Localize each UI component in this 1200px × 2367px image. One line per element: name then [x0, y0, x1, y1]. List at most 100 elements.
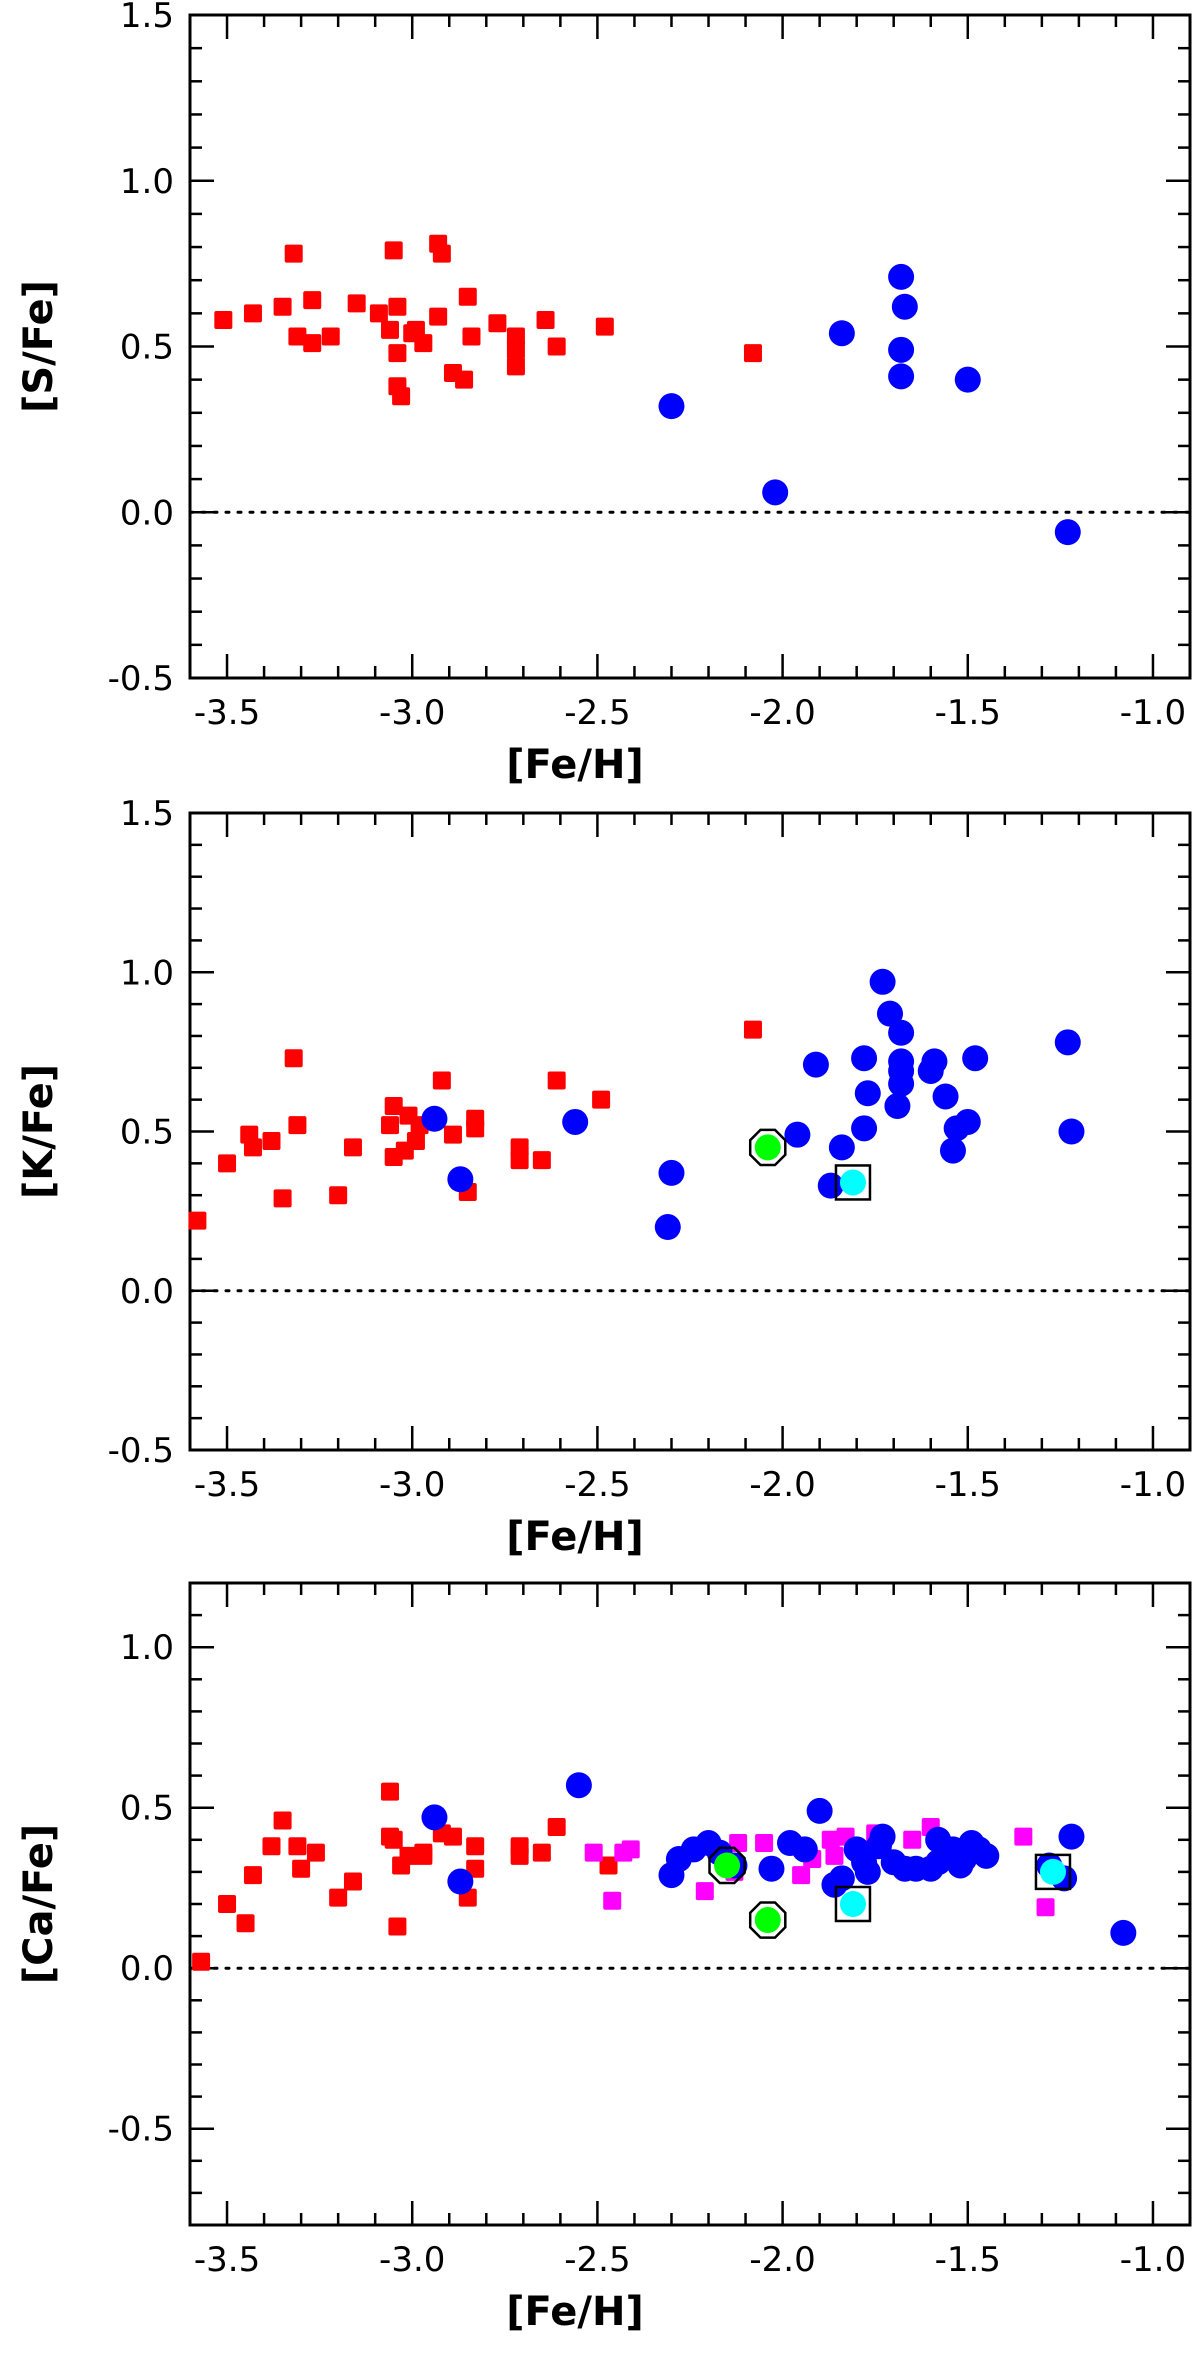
data-point [973, 1842, 1000, 1869]
x-tick-label: -1.0 [1120, 693, 1186, 733]
data-point [288, 1837, 307, 1856]
data-point [506, 340, 525, 359]
highlight-octagon [748, 1128, 787, 1167]
x-axis-label: [Fe/H] [506, 2289, 643, 2335]
data-point [262, 1132, 281, 1151]
x-tick-label: -2.0 [749, 693, 815, 733]
data-point [369, 304, 388, 323]
panel-2: -3.5 -3.0 -2.5 -2.0 -1.5 -1.0 -0.5 0.0 0.5 1.0 1.5… [16, 794, 1192, 1560]
data-point [466, 1119, 485, 1138]
x-tick-label: -1.5 [935, 2240, 1001, 2280]
data-point [414, 1843, 433, 1862]
data-point [584, 1843, 603, 1862]
data-point [854, 1858, 881, 1885]
series-4-circle [834, 1853, 1072, 1923]
data-point [1054, 519, 1081, 546]
data-point [443, 1125, 462, 1144]
data-point [381, 320, 399, 339]
x-tick-label: -1.0 [1120, 2240, 1186, 2280]
data-point [532, 1151, 551, 1170]
data-point [821, 1830, 840, 1849]
panel-3: -3.5 -3.0 -2.5 -2.0 -1.5 -1.0 -0.5 0.0 0.5 1.0 [Fe… [16, 1581, 1192, 2335]
data-point [306, 1843, 325, 1862]
x-tick-label: -1.5 [935, 693, 1001, 733]
y-tick-label: -0.5 [108, 659, 174, 699]
data-point [388, 1917, 407, 1936]
data-point [399, 1846, 418, 1865]
data-point [792, 1866, 811, 1885]
data-point [458, 287, 477, 306]
plot-frame [188, 811, 1192, 1452]
data-point [802, 1051, 829, 1078]
data-point [562, 1108, 589, 1135]
data-point [388, 297, 407, 316]
data-point [388, 344, 407, 363]
data-point [455, 370, 474, 389]
data-point [1110, 1919, 1137, 1946]
data-point [932, 1083, 959, 1110]
data-point [303, 334, 322, 353]
y-minor-ticks [190, 13, 1190, 680]
y-tick-label: -0.5 [108, 2110, 174, 2150]
data-point [839, 1891, 866, 1917]
x-minor-ticks [188, 813, 1192, 1450]
data-point [762, 479, 789, 506]
data-point [565, 1772, 592, 1799]
y-tick-label: 1.0 [120, 162, 174, 202]
data-point [447, 1166, 474, 1193]
data-point [888, 1019, 915, 1046]
data-point [888, 1070, 915, 1097]
data-point [658, 1159, 685, 1186]
data-point [888, 263, 915, 290]
data-point [347, 294, 366, 313]
x-minor-ticks [188, 1583, 1192, 2225]
x-tick-label: -2.5 [564, 2240, 630, 2280]
data-point [547, 1817, 566, 1836]
data-point [236, 1914, 255, 1933]
data-point [828, 1865, 855, 1892]
data-point [962, 1045, 989, 1072]
data-point [284, 1049, 303, 1068]
series-3-circle [708, 1846, 787, 1939]
data-point [877, 1000, 903, 1027]
data-point [791, 1836, 818, 1863]
y-tick-label: 0.5 [120, 1789, 174, 1829]
x-tick-label: -2.0 [749, 2240, 815, 2280]
data-point [532, 1843, 551, 1862]
data-point [384, 1830, 403, 1849]
y-axis-label: [K/Fe] [16, 1064, 62, 1199]
data-point [218, 1895, 237, 1913]
data-point [343, 1872, 362, 1891]
x-axis-label: [Fe/H] [506, 742, 643, 788]
x-tick-label: -3.0 [379, 2240, 445, 2280]
data-point [1058, 1118, 1085, 1145]
y-axis-label: [S/Fe] [16, 280, 62, 413]
data-point [851, 1045, 878, 1072]
data-point [288, 327, 307, 346]
y-tick-label: 0.0 [120, 493, 174, 533]
highlight-square [1034, 1853, 1072, 1891]
data-point [595, 317, 614, 336]
data-point [421, 1804, 448, 1831]
data-point [510, 1151, 529, 1170]
data-point [243, 304, 262, 323]
data-point [1058, 1823, 1085, 1850]
x-tick-label: -3.0 [379, 1465, 445, 1505]
data-point [273, 1811, 292, 1830]
series-3-circle [834, 1164, 872, 1201]
data-point [921, 1048, 948, 1075]
data-point [447, 1868, 474, 1895]
plot-frame [188, 13, 1192, 680]
series-1-square [584, 1817, 1055, 1917]
data-point [443, 1827, 462, 1846]
x-tick-label: -1.0 [1120, 1465, 1186, 1505]
data-point [599, 1856, 618, 1875]
data-point [939, 1137, 966, 1164]
highlight-octagon [708, 1846, 746, 1885]
data-point [429, 307, 448, 326]
y-tick-label: 1.5 [120, 0, 174, 36]
data-point [884, 1093, 911, 1120]
data-point [903, 1830, 922, 1849]
series-2-circle [421, 1772, 1137, 1946]
x-tick-label: -3.5 [194, 1465, 260, 1505]
